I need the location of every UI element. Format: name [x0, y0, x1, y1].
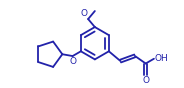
Text: OH: OH [155, 54, 169, 63]
Text: O: O [142, 76, 149, 85]
Text: O: O [69, 57, 76, 66]
Text: O: O [80, 9, 87, 18]
